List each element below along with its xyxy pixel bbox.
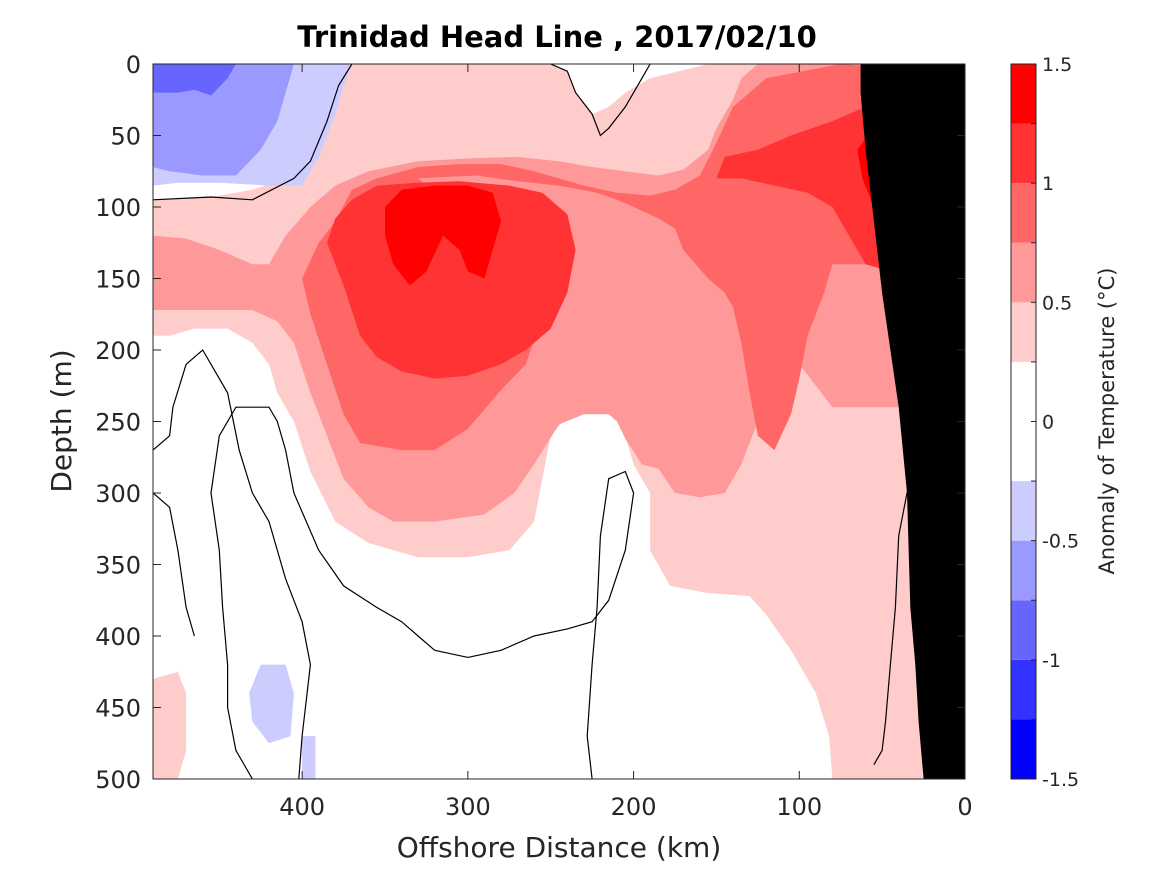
x-axis: 400 300 200 100 0 — [279, 64, 973, 821]
colorbar-label: Anomaly of Temperature (°C) — [1095, 268, 1119, 575]
chart-title: Trinidad Head Line , 2017/02/10 — [297, 20, 817, 54]
colorbar: -1.5 -1 -0.5 0 0.5 1 1.5 — [1010, 54, 1079, 791]
y-axis-label: Depth (m) — [45, 349, 78, 492]
y-tick-label: 200 — [95, 337, 141, 365]
colorbar-swatch — [1011, 540, 1036, 601]
zero-contour-line — [210, 406, 436, 779]
x-tick-label: 300 — [445, 793, 491, 821]
y-tick-label: 400 — [95, 623, 141, 651]
seafloor-mask — [860, 64, 965, 779]
colorbar-swatch — [1011, 659, 1036, 720]
contour-region — [153, 64, 236, 96]
y-tick-label: 300 — [95, 480, 141, 508]
colorbar-swatch — [1011, 719, 1036, 779]
zero-contour-line — [873, 464, 916, 765]
colorbar-tick-label: -0.5 — [1042, 531, 1079, 553]
x-tick-label: 100 — [776, 793, 822, 821]
y-tick-label: 350 — [95, 552, 141, 580]
contour-region — [153, 64, 294, 176]
colorbar-tick-label: 0 — [1042, 412, 1054, 434]
contour-region — [865, 593, 883, 629]
contour-region — [249, 664, 294, 744]
colorbar-tick-label: -1 — [1042, 650, 1061, 672]
y-tick-label: 450 — [95, 695, 141, 723]
zero-contour-line — [550, 64, 651, 137]
zero-contour-line — [434, 470, 635, 779]
y-axis: 0 50 100 150 200 250 300 350 400 450 500 — [95, 51, 965, 794]
x-tick-label: 400 — [279, 793, 325, 821]
colorbar-swatch — [1011, 481, 1036, 541]
contour-region — [302, 736, 316, 779]
colorbar-swatch — [1011, 123, 1036, 184]
contour-region — [153, 261, 187, 279]
x-tick-label: 200 — [611, 793, 657, 821]
contour-region — [153, 671, 187, 779]
y-tick-label: 250 — [95, 409, 141, 437]
colorbar-swatch — [1011, 64, 1036, 124]
colorbar-swatch — [1011, 600, 1036, 660]
plot-area — [152, 63, 966, 780]
y-tick-label: 150 — [95, 266, 141, 294]
x-axis-label: Offshore Distance (km) — [397, 831, 722, 864]
colorbar-tick-label: -1.5 — [1042, 769, 1079, 791]
y-tick-label: 100 — [95, 194, 141, 222]
colorbar-tick-label: 0.5 — [1042, 292, 1072, 314]
zero-contour-line — [153, 492, 195, 637]
y-tick-label: 500 — [95, 766, 141, 794]
y-tick-label: 50 — [110, 123, 141, 151]
x-tick-label: 0 — [957, 793, 972, 821]
zero-contour-line — [153, 349, 312, 779]
zero-contour-lines — [153, 64, 916, 779]
colorbar-tick-label: 1.5 — [1042, 54, 1072, 76]
colorbar-swatch — [1011, 242, 1036, 303]
contour-region — [385, 185, 501, 286]
zero-contour-line — [153, 64, 353, 201]
y-tick-label: 0 — [126, 51, 141, 79]
colorbar-tick-label: 1 — [1042, 173, 1054, 195]
colorbar-swatch — [1011, 183, 1036, 243]
colorbar-swatch — [1011, 302, 1036, 362]
